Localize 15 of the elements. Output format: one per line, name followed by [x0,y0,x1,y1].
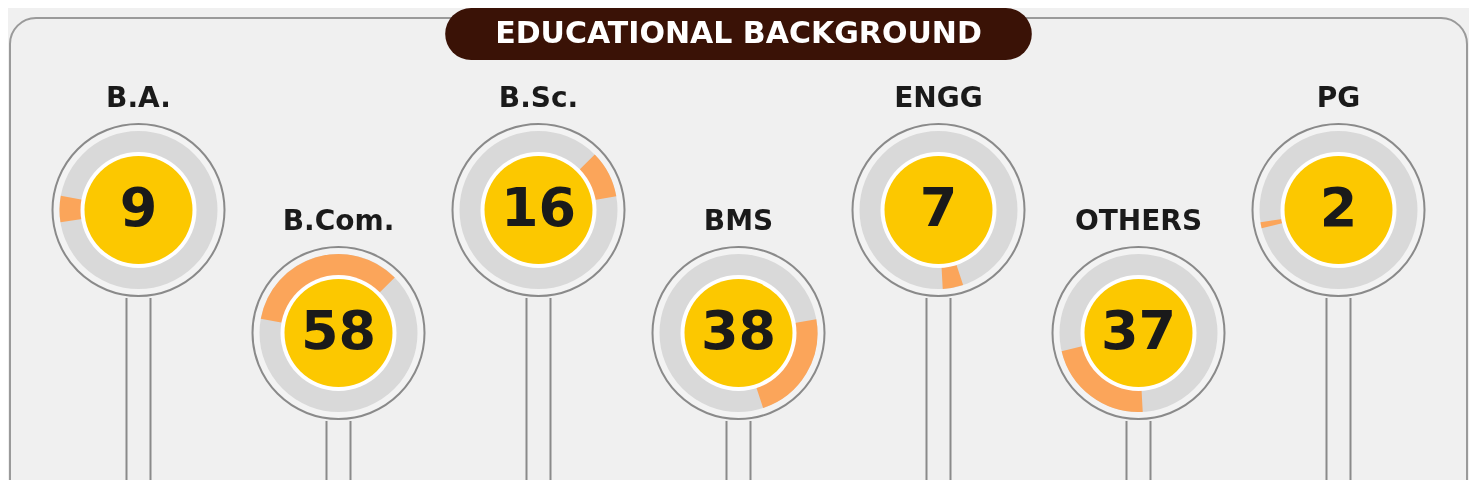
category-label: B.Sc. [498,81,579,115]
category-label: B.Com. [282,204,395,238]
category-label: PG [1316,81,1361,115]
category-label: BMS [703,204,774,238]
data-label: 16 [500,176,577,240]
data-label: 58 [300,299,377,363]
data-label: 37 [1100,299,1177,363]
data-label: 2 [1319,176,1358,240]
category-label: OTHERS [1074,204,1203,238]
data-label: 9 [119,176,158,240]
text: EDUCATIONAL BACKGROUND [495,14,982,50]
data-label: 38 [700,299,777,363]
category-label: ENGG [894,81,983,115]
category-label: B.A. [106,81,171,115]
data-label: 7 [919,176,958,240]
